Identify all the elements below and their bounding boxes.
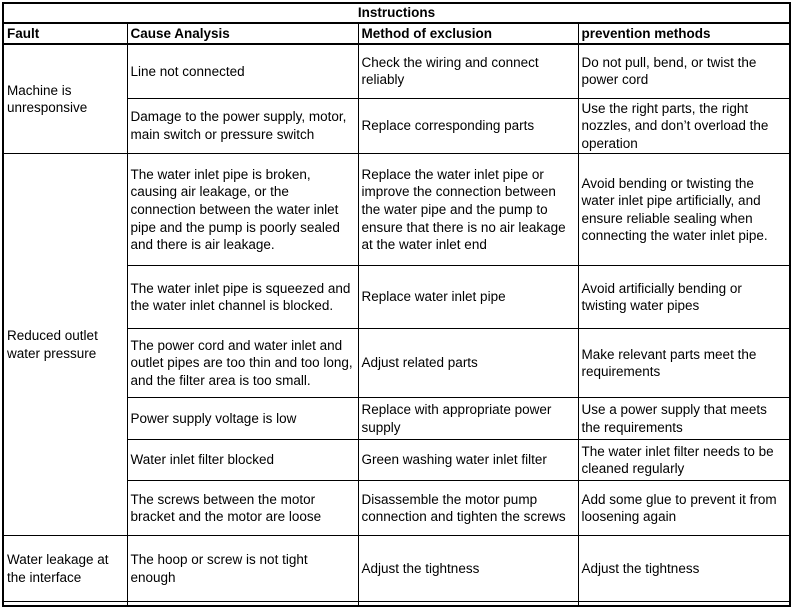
column-header-method-of-exclusion: Method of exclusion (357, 22, 579, 46)
method-cell: Adjust related parts (357, 328, 579, 399)
cause-cell: Damage to the power supply, motor, main … (126, 97, 359, 155)
prevention-cell: The water inlet filter needs to be clean… (577, 439, 791, 482)
method-cell: Replace with appropriate power supply (357, 397, 579, 441)
table-row: The power cord and water inlet and outle… (3, 328, 791, 399)
table-row: Damage to the power supply, motor, main … (3, 97, 791, 155)
cause-cell: The hoop or screw is not tight enough (126, 535, 359, 603)
table-row: Water leakage at the interface The hoop … (2, 535, 791, 603)
method-cell: Green washing water inlet filter (357, 439, 579, 482)
table-row: The screws between the motor bracket and… (3, 480, 791, 537)
table-row: The water inlet pipe is squeezed and the… (3, 265, 791, 330)
column-header-fault: Fault (2, 22, 128, 46)
cause-cell: Water inlet filter blocked (126, 439, 359, 482)
method-cell: Check the wiring and connect reliably (357, 43, 579, 99)
method-cell: Disassemble the motor pump connection an… (357, 480, 579, 537)
prevention-cell: Use the right parts, the right nozzles, … (577, 97, 791, 155)
table-row: Machine is unresponsive Line not connect… (2, 43, 791, 155)
fault-cell: Water leakage at the interface (2, 535, 128, 603)
table-title: Instructions (2, 2, 791, 24)
prevention-cell: Avoid bending or twisting the water inle… (577, 153, 791, 267)
column-header-cause-analysis: Cause Analysis (126, 22, 359, 46)
cause-cell: The water inlet pipe is broken, causing … (126, 153, 359, 267)
prevention-cell: Avoid artificially bending or twisting w… (577, 265, 791, 330)
cause-cell: Power supply voltage is low (126, 397, 359, 441)
table-row: Reduced outlet water pressure The water … (2, 153, 791, 537)
method-cell: Replace water inlet pipe (357, 265, 579, 330)
fault-cell: Reduced outlet water pressure (2, 153, 128, 537)
prevention-cell: Do not pull, bend, or twist the power co… (577, 43, 791, 99)
cause-cell: The power cord and water inlet and outle… (126, 328, 359, 399)
table-row: Power supply voltage is low Replace with… (3, 397, 791, 441)
prevention-cell: Add some glue to prevent it from looseni… (577, 480, 791, 537)
cause-cell: The water inlet pipe is squeezed and the… (126, 265, 359, 330)
method-cell: Replace corresponding parts (357, 97, 579, 155)
prevention-cell: Make relevant parts meet the requirement… (577, 328, 791, 399)
prevention-cell: Use a power supply that meets the requir… (577, 397, 791, 441)
prevention-cell: Adjust the tightness (577, 535, 791, 603)
method-cell: Adjust the tightness (357, 535, 579, 603)
method-cell: Replace the water inlet pipe or improve … (357, 153, 579, 267)
fault-cell: Machine is unresponsive (2, 43, 128, 155)
column-header-prevention-methods: prevention methods (577, 22, 791, 46)
cause-cell: Line not connected (126, 43, 359, 99)
table-row: Water inlet filter blocked Green washing… (3, 439, 791, 482)
cause-cell: The screws between the motor bracket and… (126, 480, 359, 537)
